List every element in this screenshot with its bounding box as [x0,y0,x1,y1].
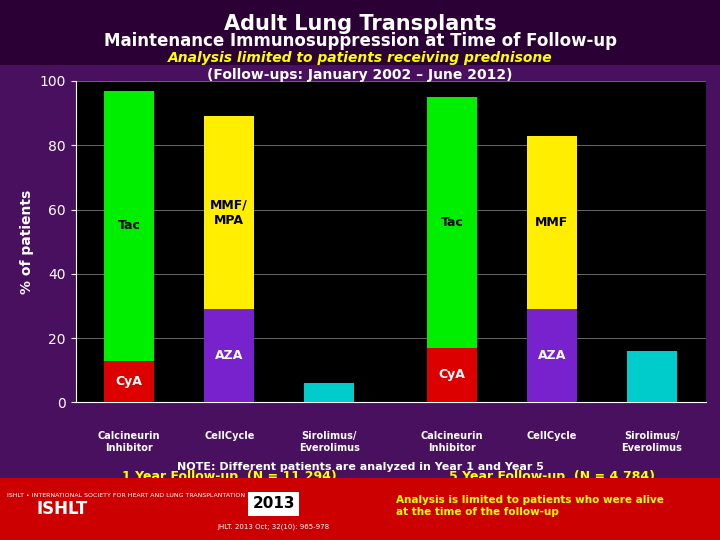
Text: CyA: CyA [116,375,143,388]
Text: Tac: Tac [118,219,140,232]
Bar [204,116,254,309]
Bar [305,383,354,402]
Bar [427,348,477,402]
Text: MMF: MMF [536,216,569,229]
Text: 1 Year Follow-up  (N = 11,294): 1 Year Follow-up (N = 11,294) [122,470,337,483]
Y-axis label: % of patients: % of patients [20,190,34,294]
Text: Adult Lung Transplants: Adult Lung Transplants [224,14,496,33]
Text: MMF/
MPA: MMF/ MPA [210,199,248,227]
Bar [204,309,254,402]
Text: Sirolimus/
Everolimus: Sirolimus/ Everolimus [621,431,683,453]
Text: NOTE: Different patients are analyzed in Year 1 and Year 5: NOTE: Different patients are analyzed in… [176,462,544,472]
Bar [527,136,577,309]
Bar [427,97,477,348]
Bar [527,309,577,402]
Text: Calcineurin
Inhibitor: Calcineurin Inhibitor [98,431,161,453]
Text: Tac: Tac [441,216,464,229]
Text: ISHLT: ISHLT [36,500,87,518]
Text: Analysis is limited to patients who were alive
at the time of the follow-up: Analysis is limited to patients who were… [396,495,664,517]
Text: JHLT. 2013 Oct; 32(10): 965-978: JHLT. 2013 Oct; 32(10): 965-978 [217,523,330,530]
Text: Calcineurin
Inhibitor: Calcineurin Inhibitor [420,431,483,453]
Text: CellCycle: CellCycle [204,431,254,441]
Bar [104,91,154,361]
Text: Maintenance Immunosuppression at Time of Follow-up: Maintenance Immunosuppression at Time of… [104,32,616,50]
Text: 2013: 2013 [252,496,295,511]
Text: Analysis limited to patients receiving prednisone: Analysis limited to patients receiving p… [168,51,552,65]
Text: CellCycle: CellCycle [527,431,577,441]
Text: ISHLT • INTERNATIONAL SOCIETY FOR HEART AND LUNG TRANSPLANTATION: ISHLT • INTERNATIONAL SOCIETY FOR HEART … [7,493,246,498]
Text: (Follow-ups: January 2002 – June 2012): (Follow-ups: January 2002 – June 2012) [207,68,513,82]
Bar [104,361,154,402]
Text: AZA: AZA [215,349,243,362]
Text: Sirolimus/
Everolimus: Sirolimus/ Everolimus [299,431,360,453]
Bar [627,351,677,402]
Text: CyA: CyA [438,368,465,381]
Text: 5 Year Follow-up  (N = 4,784): 5 Year Follow-up (N = 4,784) [449,470,655,483]
Text: AZA: AZA [538,349,566,362]
